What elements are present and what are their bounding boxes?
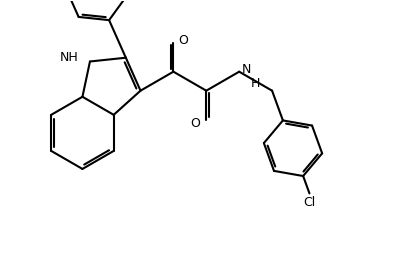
Text: H: H [251, 77, 260, 90]
Text: Cl: Cl [303, 196, 316, 209]
Text: O: O [179, 34, 189, 47]
Text: N: N [241, 63, 251, 76]
Text: O: O [190, 117, 200, 130]
Text: NH: NH [60, 51, 78, 64]
